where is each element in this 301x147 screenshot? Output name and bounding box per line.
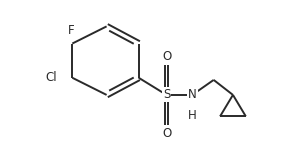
Text: O: O [162, 50, 171, 63]
Text: F: F [68, 24, 75, 37]
Text: N: N [188, 88, 197, 101]
Text: S: S [163, 88, 170, 101]
Text: H: H [188, 109, 197, 122]
Text: Cl: Cl [46, 71, 57, 84]
Text: O: O [162, 127, 171, 140]
